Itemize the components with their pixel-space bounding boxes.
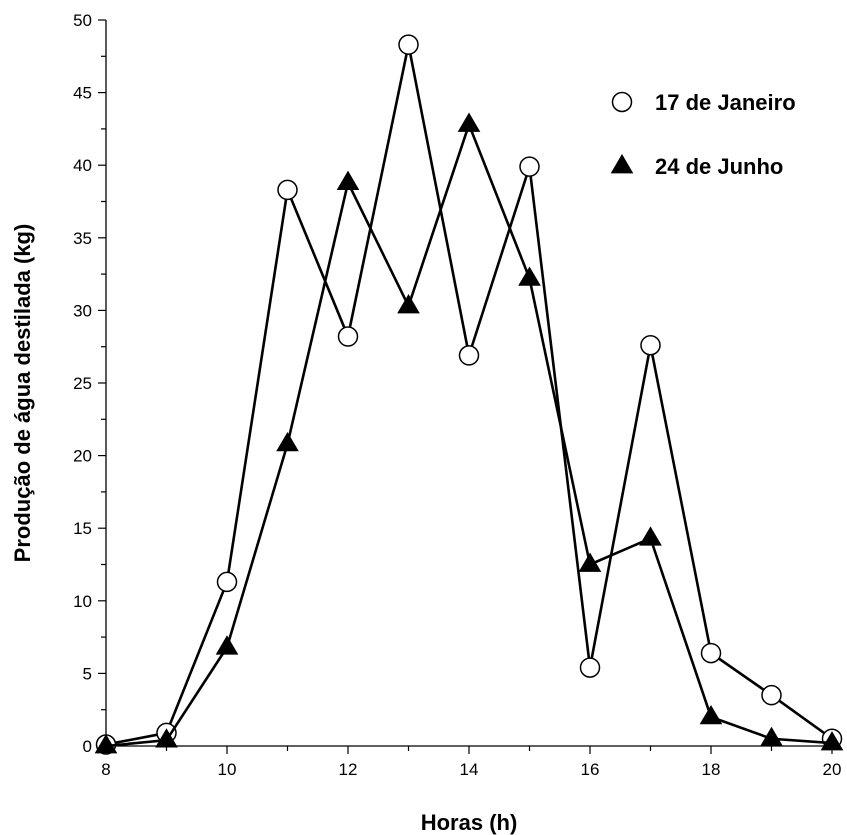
data-point — [398, 34, 419, 55]
y-ticks: 0 5 10 15 20 25 30 35 40 45 50 — [73, 11, 106, 756]
data-point — [761, 684, 782, 706]
data-point — [760, 726, 783, 747]
legend-triangle-marker — [610, 154, 634, 174]
legend-circle-marker — [611, 91, 633, 113]
x-tick-label: 12 — [339, 760, 358, 779]
data-point — [336, 170, 360, 190]
series-layer — [94, 34, 844, 755]
x-tick-label: 8 — [101, 760, 110, 779]
x-tick-label: 16 — [581, 760, 600, 779]
data-point — [216, 571, 238, 593]
data-point — [700, 642, 722, 664]
legend-item-17-de-janeiro: 17 de Janeiro — [611, 90, 796, 115]
data-point — [215, 635, 239, 655]
data-point — [518, 266, 541, 286]
legend-marker-circle — [611, 91, 633, 113]
legend-item-24-de-junho: 24 de Junho — [610, 154, 783, 179]
data-point — [820, 731, 844, 751]
data-point — [397, 294, 420, 314]
data-point — [578, 552, 602, 572]
y-tick-label: 40 — [73, 156, 92, 175]
axes: 8 10 12 14 16 18 20 0 5 10 15 20 25 30 35 40 45 50 — [73, 11, 841, 779]
y-tick-label: 45 — [73, 84, 92, 103]
series-line — [105, 44, 833, 746]
y-tick-label: 30 — [73, 301, 92, 320]
data-point — [579, 657, 601, 678]
y-tick-label: 25 — [73, 374, 92, 393]
data-point — [94, 734, 118, 754]
x-ticks: 8 10 12 14 16 18 20 — [101, 746, 841, 779]
x-tick-label: 20 — [823, 760, 842, 779]
legend-marker-triangle — [610, 154, 634, 174]
y-axis-title: Produção de água destilada (kg) — [10, 224, 35, 563]
x-tick-label: 10 — [218, 760, 237, 779]
series-line — [105, 120, 833, 748]
data-point — [457, 112, 481, 132]
y-tick-label: 20 — [73, 447, 92, 466]
series-triangles — [94, 112, 844, 754]
y-tick-label: 50 — [73, 11, 92, 30]
data-point — [155, 728, 178, 748]
series-circles — [95, 34, 843, 755]
x-tick-label: 18 — [702, 760, 721, 779]
data-point — [519, 156, 540, 177]
x-tick-label: 14 — [460, 760, 479, 779]
data-point — [277, 179, 298, 201]
y-tick-label: 0 — [83, 737, 92, 756]
data-point — [640, 334, 661, 356]
y-tick-label: 35 — [73, 229, 92, 248]
legend-label: 17 de Janeiro — [655, 90, 796, 115]
data-point — [699, 704, 723, 725]
y-tick-label: 15 — [73, 519, 92, 538]
y-tick-label: 5 — [83, 664, 92, 683]
x-axis-title: Horas (h) — [421, 810, 518, 835]
y-tick-label: 10 — [73, 592, 92, 611]
legend-label: 24 de Junho — [655, 154, 783, 179]
data-point — [337, 326, 359, 347]
data-point — [639, 526, 662, 546]
legend: 17 de Janeiro 24 de Junho — [610, 90, 796, 179]
data-point — [458, 345, 480, 366]
data-point — [276, 431, 299, 452]
